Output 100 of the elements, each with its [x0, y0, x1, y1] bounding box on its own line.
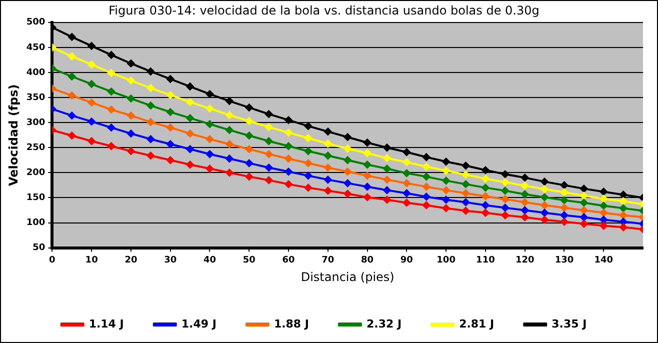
point: [344, 168, 352, 176]
point: [422, 201, 430, 210]
y-tick-label: 100: [26, 218, 46, 228]
point: [68, 92, 76, 100]
point: [324, 140, 332, 148]
point: [520, 206, 529, 214]
point: [88, 42, 96, 50]
y-tick-label: 250: [26, 142, 46, 153]
point: [560, 204, 568, 212]
point: [88, 118, 96, 126]
point: [225, 154, 234, 163]
point: [146, 135, 155, 144]
point: [324, 164, 332, 172]
x-tick-label: 110: [476, 256, 495, 266]
point: [324, 152, 332, 160]
x-tick-label: 40: [203, 256, 216, 266]
point: [146, 102, 155, 110]
point: [382, 186, 391, 194]
point: [284, 168, 293, 176]
point: [284, 116, 293, 124]
x-tick-label: 120: [515, 256, 534, 266]
point: [166, 108, 174, 116]
point: [520, 174, 529, 182]
x-tick-label: 30: [164, 256, 177, 266]
point: [166, 156, 174, 164]
point: [126, 112, 135, 120]
point: [344, 179, 352, 188]
x-tick-label: 60: [282, 256, 295, 266]
point: [580, 184, 588, 193]
point: [481, 208, 490, 217]
point: [442, 158, 450, 166]
x-tick-label: 10: [85, 256, 98, 266]
point: [126, 94, 135, 103]
point: [560, 218, 568, 226]
point: [146, 118, 155, 126]
point: [540, 178, 549, 186]
point: [304, 159, 312, 168]
point: [324, 186, 332, 195]
point: [560, 181, 568, 190]
point: [304, 134, 312, 142]
y-axis-title: Velocidad (fps): [6, 84, 20, 186]
point: [304, 172, 312, 180]
point: [580, 206, 588, 214]
point: [264, 176, 273, 184]
point: [304, 122, 312, 130]
point: [186, 160, 194, 169]
point: [560, 188, 568, 196]
point: [264, 150, 273, 158]
point: [206, 90, 214, 98]
point: [382, 196, 391, 204]
point: [462, 170, 470, 179]
point: [481, 192, 490, 200]
point: [146, 67, 155, 76]
point: [402, 158, 411, 166]
point: [284, 128, 293, 137]
point: [600, 194, 608, 203]
point: [225, 111, 234, 120]
point: [402, 198, 411, 207]
point: [402, 169, 411, 178]
point: [600, 202, 608, 210]
point: [245, 104, 254, 112]
point: [225, 168, 234, 177]
point: [501, 178, 510, 186]
point: [402, 189, 411, 198]
point: [126, 76, 135, 85]
point: [363, 193, 372, 202]
point: [344, 190, 352, 198]
point: [264, 123, 273, 132]
point: [68, 32, 76, 41]
point: [186, 145, 194, 154]
point: [284, 142, 293, 150]
point: [442, 204, 450, 212]
point: [462, 206, 470, 215]
point: [107, 106, 116, 114]
point: [462, 162, 470, 170]
point: [580, 198, 588, 207]
point: [501, 170, 510, 178]
y-tick-label: 150: [26, 193, 46, 204]
point: [68, 52, 76, 60]
point: [520, 182, 529, 190]
point: [107, 68, 116, 77]
point: [126, 147, 135, 156]
point: [501, 211, 510, 220]
point: [126, 130, 135, 138]
point: [107, 124, 116, 132]
point: [225, 126, 234, 134]
point: [442, 166, 450, 175]
point: [382, 164, 391, 173]
point: [166, 124, 174, 132]
point: [540, 193, 549, 202]
point: [382, 154, 391, 162]
point: [422, 162, 430, 171]
point: [481, 201, 490, 210]
point: [580, 192, 588, 200]
point: [88, 60, 96, 68]
point: [422, 182, 430, 191]
y-tick-label: 450: [26, 42, 46, 53]
point: [580, 213, 588, 222]
point: [264, 137, 273, 146]
point: [225, 140, 234, 148]
